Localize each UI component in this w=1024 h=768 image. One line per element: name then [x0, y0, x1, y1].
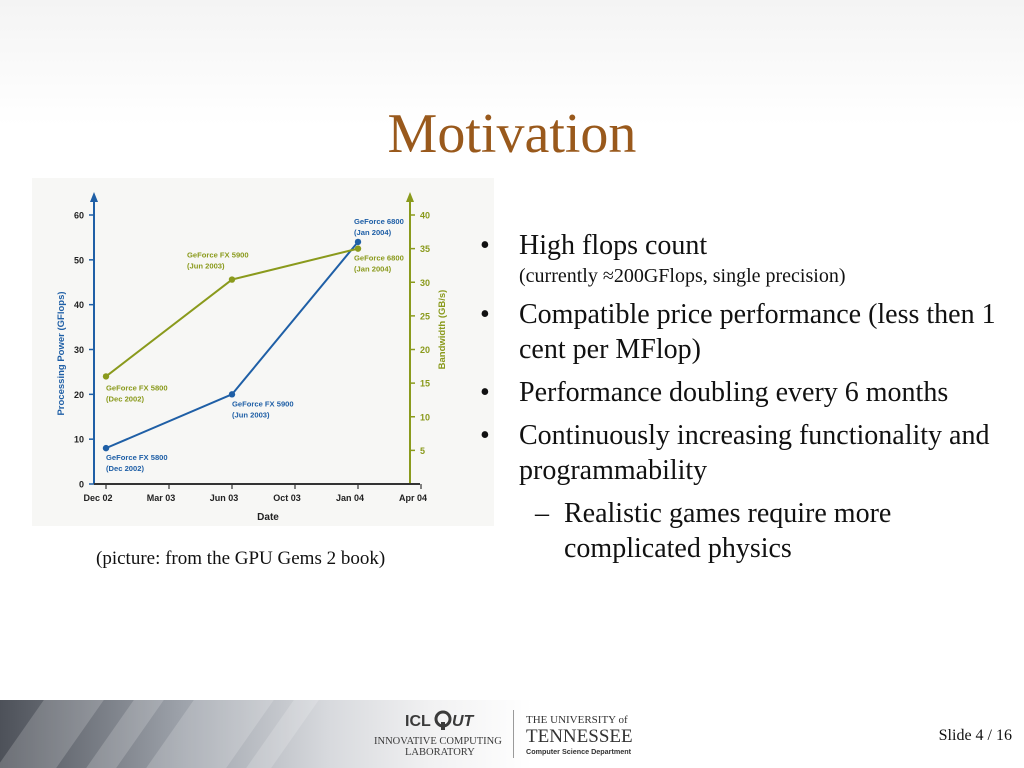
x-tick-label: Jan 04: [336, 493, 364, 503]
icl-logo-mark: UT: [452, 713, 475, 730]
y-right-tick-label: 35: [420, 244, 430, 254]
y-right-tick-label: 40: [420, 211, 430, 221]
y-axis-left-arrow: [90, 192, 98, 202]
x-tick-label: Apr 04: [399, 493, 427, 503]
bullet-mark: •: [480, 299, 490, 330]
slide-number: Slide 4 / 16: [938, 727, 1012, 744]
slide-title: Motivation: [387, 103, 637, 165]
y-right-axis-label: Bandwidth (GB/s): [437, 290, 448, 370]
data-label: GeForce FX 5800: [106, 383, 168, 392]
data-point: [228, 276, 236, 283]
x-tick-label: Dec 02: [83, 493, 112, 503]
data-point: [102, 373, 110, 380]
data-label: GeForce 6800: [354, 217, 404, 226]
y-left-tick-label: 30: [74, 345, 84, 355]
bullet-mark: •: [480, 420, 490, 451]
bullet-list: • High flops count (currently ≈200GFlops…: [478, 228, 1008, 566]
y-left-tick-label: 40: [74, 300, 84, 310]
data-label: (Dec 2002): [106, 394, 144, 403]
bullet-item: • High flops count (currently ≈200GFlops…: [478, 228, 1008, 289]
footer-streak: [0, 700, 104, 768]
bullet-item: • Compatible price performance (less the…: [478, 297, 1008, 367]
sub-bullet-text: Realistic games require more complicated…: [564, 498, 892, 564]
y-right-tick-label: 20: [420, 345, 430, 355]
icl-logo-text: ICL: [405, 713, 431, 730]
bullet-item: • Continuously increasing functionality …: [478, 418, 1008, 488]
ut-logo-line1: THE UNIVERSITY of: [526, 714, 628, 726]
y-right-tick-label: 15: [420, 379, 430, 389]
data-label: (Jan 2004): [354, 228, 392, 237]
chart-figure: 0 10 20 30 40 50 60 5 10 15 20 25 30 35 40 Dec 02 Mar 03…: [32, 178, 494, 526]
x-tick-label: Jun 03: [210, 493, 239, 503]
data-point: [228, 391, 236, 398]
y-axis-right-arrow: [406, 192, 414, 202]
data-label: GeForce FX 5900: [187, 251, 249, 260]
data-label: GeForce FX 5800: [106, 453, 168, 462]
series-line: [105, 247, 359, 378]
data-label: (Jun 2003): [187, 262, 225, 271]
bullet-mark: •: [480, 377, 490, 408]
y-right-tick-label: 25: [420, 311, 430, 321]
data-point: [354, 238, 362, 246]
y-right-tick-label: 30: [420, 278, 430, 288]
sub-bullet-mark: –: [535, 498, 549, 529]
x-tick-label: Mar 03: [147, 493, 176, 503]
y-left-tick-label: 60: [74, 211, 84, 221]
y-left-tick-label: 0: [79, 480, 84, 490]
x-tick-label: Oct 03: [273, 493, 301, 503]
y-right-tick-label: 5: [420, 446, 425, 456]
icl-logo-line3: LABORATORY: [405, 747, 475, 758]
bullet-text: High flops count: [519, 230, 708, 261]
icl-torch-icon: [434, 710, 452, 730]
x-axis-label: Date: [257, 512, 279, 523]
ut-logo: THE UNIVERSITY of TENNESSEE Computer Sci…: [526, 714, 633, 756]
ut-logo-line3: Computer Science Department: [526, 747, 632, 756]
data-label: GeForce 6800: [354, 254, 404, 263]
y-left-tick-label: 50: [74, 255, 84, 265]
bullet-note: (currently ≈200GFlops, single precision): [519, 265, 846, 287]
data-label: (Dec 2002): [106, 464, 144, 473]
icl-logo-line2: INNOVATIVE COMPUTING: [374, 736, 502, 747]
bullet-text: Compatible price performance (less then …: [519, 299, 996, 365]
y-right-tick-label: 10: [420, 412, 430, 422]
y-left-axis-label: Processing Power (GFlops): [56, 291, 67, 415]
data-point: [354, 245, 362, 252]
data-label: GeForce FX 5900: [232, 399, 294, 408]
data-label: (Jun 2003): [232, 410, 270, 419]
figure-caption: (picture: from the GPU Gems 2 book): [96, 548, 386, 569]
y-left-tick-label: 20: [74, 390, 84, 400]
footer-bar: [0, 700, 1024, 768]
bullet-mark: •: [480, 230, 490, 261]
logo-divider: [513, 710, 514, 758]
data-label: (Jan 2004): [354, 265, 392, 274]
sub-bullet-item: – Realistic games require more complicat…: [478, 496, 1008, 566]
bullet-item: • Performance doubling every 6 months: [478, 375, 1008, 410]
y-left-tick-label: 10: [74, 435, 84, 445]
data-point: [102, 444, 110, 452]
ut-logo-line2: TENNESSEE: [526, 726, 633, 747]
icl-logo: ICL UT INNOVATIVE COMPUTING LABORATORY: [374, 710, 502, 758]
performance-chart: 0 10 20 30 40 50 60 5 10 15 20 25 30 35 40 Dec 02 Mar 03…: [56, 192, 448, 523]
bullet-text: Continuously increasing functionality an…: [519, 420, 990, 486]
bullet-text: Performance doubling every 6 months: [519, 377, 949, 408]
